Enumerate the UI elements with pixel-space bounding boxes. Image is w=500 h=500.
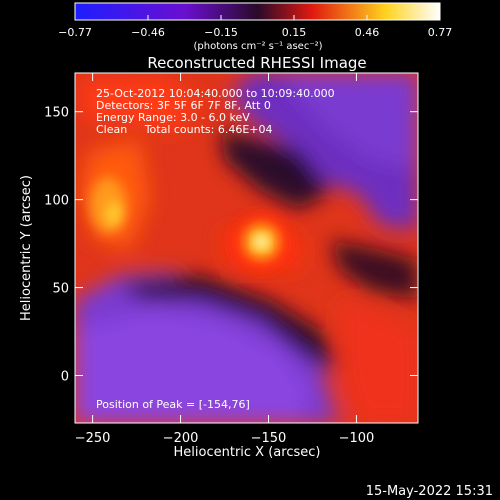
peak-source — [231, 211, 292, 272]
peak-ring-4 — [255, 235, 268, 248]
y-tick-label: 100 — [44, 194, 69, 209]
annotation-detectors: Detectors: 3F 5F 6F 7F 8F, Att 0 — [96, 99, 271, 112]
plot-frame — [74, 72, 419, 424]
y-tick-label: 150 — [44, 106, 69, 121]
y-tick-label: 50 — [52, 282, 69, 297]
annotation-time-range: 25-Oct-2012 10:04:40.000 to 10:09:40.000 — [96, 87, 335, 100]
x-tick-label: −100 — [339, 431, 375, 446]
x-axis-ticks: −250 −200 −150 −100 — [75, 73, 375, 446]
annotation-clean-counts: Clean Total counts: 6.46E+04 — [96, 123, 273, 136]
colorbar-tick-label: −0.77 — [58, 26, 92, 39]
y-tick-label: 0 — [61, 370, 69, 385]
x-tick-label: −150 — [251, 431, 287, 446]
x-tick-label: −250 — [75, 431, 111, 446]
footer-date: 15-May-2022 15:31 — [366, 484, 493, 499]
annotation-block: 25-Oct-2012 10:04:40.000 to 10:09:40.000… — [96, 87, 335, 136]
x-axis-label: Heliocentric X (arcsec) — [174, 445, 321, 460]
colorbar — [74, 2, 441, 21]
heatmap-image — [75, 73, 418, 423]
colorbar-unit-label: (photons cm⁻² s⁻¹ asec⁻²) — [193, 41, 322, 52]
chart-title: Reconstructed RHESSI Image — [147, 54, 366, 72]
y-axis-label: Heliocentric Y (arcsec) — [19, 175, 34, 321]
colorbar-ticks: −0.77 −0.46 −0.15 0.15 0.46 0.77 — [58, 15, 452, 39]
colorbar-tick-label: −0.15 — [204, 26, 238, 39]
colorbar-tick-label: 0.77 — [428, 26, 453, 39]
annotation-energy-range: Energy Range: 3.0 - 6.0 keV — [96, 111, 250, 124]
colorbar-tick-label: −0.46 — [131, 26, 165, 39]
x-tick-label: −200 — [163, 431, 199, 446]
colorbar-tick-label: 0.15 — [282, 26, 307, 39]
y-axis-ticks: 0 50 100 150 — [44, 106, 418, 385]
peak-position-label: Position of Peak = [-154,76] — [96, 398, 250, 411]
colorbar-tick-label: 0.46 — [355, 26, 380, 39]
